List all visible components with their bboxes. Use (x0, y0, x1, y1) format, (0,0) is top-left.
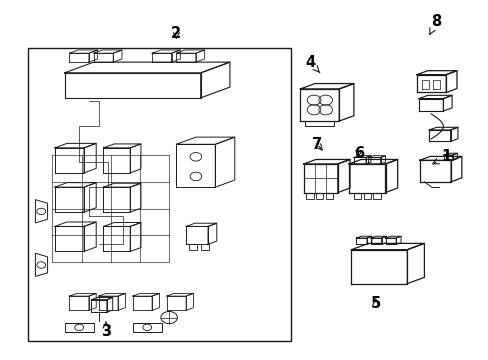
Text: 5: 5 (370, 296, 380, 311)
Text: 8: 8 (429, 14, 441, 34)
Text: 2: 2 (171, 26, 181, 41)
Text: 6: 6 (353, 146, 363, 161)
Bar (28, 48, 290, 341)
Text: 7: 7 (312, 137, 322, 152)
Text: 1: 1 (432, 149, 450, 164)
Text: 4: 4 (305, 55, 319, 73)
Text: 3: 3 (101, 321, 111, 339)
